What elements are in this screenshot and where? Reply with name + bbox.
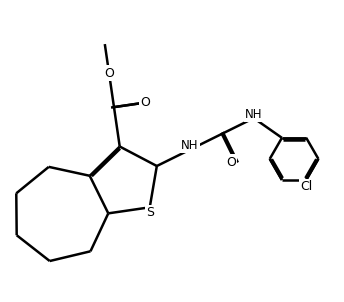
Text: O: O [226, 156, 236, 169]
Text: O: O [104, 67, 114, 80]
Text: NH: NH [245, 108, 262, 120]
Text: O: O [140, 96, 150, 109]
Text: NH: NH [181, 139, 198, 152]
Text: S: S [146, 206, 154, 219]
Text: Cl: Cl [300, 180, 312, 193]
